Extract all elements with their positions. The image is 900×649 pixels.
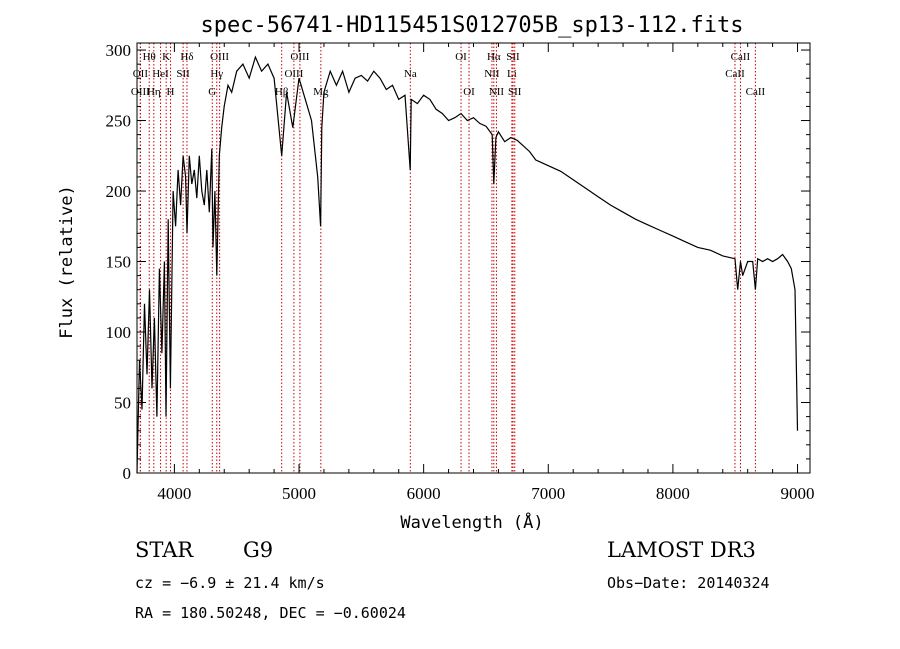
spectral-line-label: Hα bbox=[487, 51, 501, 63]
spectral-line-label: G bbox=[208, 86, 216, 98]
spectral-line-label: NII bbox=[484, 68, 500, 80]
subclass: G9 bbox=[243, 538, 274, 562]
y-tick-label: 300 bbox=[106, 41, 132, 60]
spectral-line-label: Hθ bbox=[143, 51, 156, 63]
x-axis-ticks: 4000 5000 6000 7000 8000 9000 bbox=[157, 43, 815, 503]
y-tick-label: 200 bbox=[106, 182, 132, 201]
spectral-line-label: Hδ bbox=[180, 51, 193, 63]
spectral-line-label: CaII bbox=[731, 51, 751, 63]
y-axis-label: Flux (relative) bbox=[57, 185, 77, 339]
spectral-line-label: Hη bbox=[147, 86, 161, 98]
chart-title: spec-56741-HD115451S012705B_sp13-112.fit… bbox=[200, 13, 743, 38]
spectral-line-label: CaII bbox=[725, 68, 745, 80]
spectral-line-label: OI bbox=[463, 86, 475, 98]
object-class: STAR bbox=[135, 538, 194, 562]
plot-frame bbox=[136, 42, 811, 474]
y-tick-label: 0 bbox=[123, 464, 132, 483]
obs-date: Obs−Date: 20140324 bbox=[607, 574, 770, 592]
x-tick-label: 7000 bbox=[531, 484, 565, 503]
x-tick-label: 5000 bbox=[282, 484, 316, 503]
y-axis-ticks: 0 50 100 150 200 250 300 bbox=[106, 41, 810, 483]
spectral-line-label: Hγ bbox=[210, 68, 223, 80]
x-tick-label: 6000 bbox=[407, 484, 441, 503]
spectral-line-label: HeI bbox=[152, 68, 169, 80]
spectral-line-label: SII bbox=[176, 68, 190, 80]
y-tick-label: 50 bbox=[114, 394, 131, 413]
x-tick-label: 8000 bbox=[656, 484, 690, 503]
y-tick-label: 100 bbox=[106, 323, 132, 342]
spectral-line-label: NII bbox=[489, 86, 505, 98]
x-tick-label: 9000 bbox=[781, 484, 815, 503]
spectrum-line bbox=[136, 55, 799, 474]
spectral-line-label: OIII bbox=[284, 68, 303, 80]
x-axis-label: Wavelength (Å) bbox=[400, 511, 543, 533]
spectral-line-label: CaII bbox=[746, 86, 766, 98]
spectral-line-label: H bbox=[167, 86, 175, 98]
redshift-cz: cz = −6.9 ± 21.4 km/s bbox=[135, 574, 325, 592]
x-tick-label: 4000 bbox=[157, 484, 191, 503]
spectral-line-label: OI bbox=[455, 51, 467, 63]
spectral-line-label: Mg bbox=[313, 86, 329, 98]
coordinates: RA = 180.50248, DEC = −0.60024 bbox=[135, 604, 406, 622]
spectral-line-label: SII bbox=[508, 86, 522, 98]
spectral-line-label: SII bbox=[506, 51, 520, 63]
spectral-line-label: Hβ bbox=[275, 86, 289, 98]
y-tick-label: 250 bbox=[106, 112, 132, 131]
spectral-line-label: Na bbox=[404, 68, 417, 80]
spectral-line-label: OIII bbox=[210, 51, 229, 63]
y-tick-label: 150 bbox=[106, 253, 132, 272]
spectral-line-label: Li bbox=[507, 68, 517, 80]
spectral-line-label: K bbox=[162, 51, 170, 63]
spectral-line-label: OIII bbox=[290, 51, 309, 63]
survey-name: LAMOST DR3 bbox=[607, 538, 756, 562]
